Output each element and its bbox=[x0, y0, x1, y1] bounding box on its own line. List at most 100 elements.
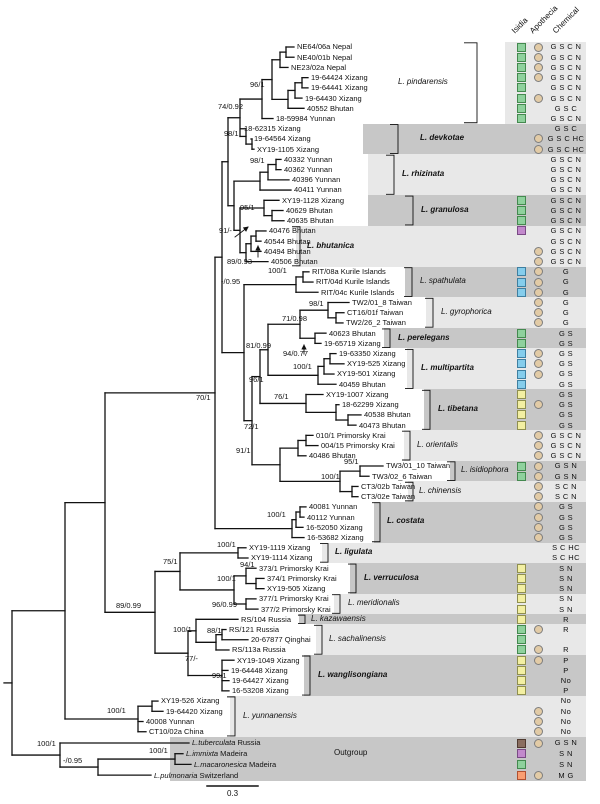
species-label: L. spathulata bbox=[420, 276, 466, 285]
taxon-label: 19-64441 Xizang bbox=[311, 83, 368, 93]
species-bracket bbox=[292, 226, 301, 267]
taxon-label: 40486 Bhutan bbox=[309, 451, 356, 461]
isidia-marker bbox=[516, 461, 526, 471]
species-label: L. gyrophorica bbox=[441, 307, 492, 316]
support-value: 99/1 bbox=[212, 671, 227, 680]
isidia-marker bbox=[516, 676, 526, 686]
species-band bbox=[404, 430, 586, 461]
species-bracket bbox=[422, 389, 431, 430]
apothecia-marker bbox=[533, 451, 543, 461]
support-value: 94/0.77 bbox=[283, 349, 309, 358]
chemical-code: G S bbox=[558, 328, 574, 338]
support-value: 98/1 bbox=[224, 129, 239, 138]
species-label: L. devkotae bbox=[420, 133, 465, 142]
chemical-code: G S C N bbox=[550, 62, 582, 72]
isidia-marker bbox=[516, 359, 526, 369]
species-band bbox=[368, 154, 586, 196]
apothecia-marker bbox=[533, 42, 543, 52]
species-label: L. wanglisongiana bbox=[318, 670, 388, 679]
taxon-label: 18-62299 Xizang bbox=[342, 400, 399, 410]
chemical-code: G bbox=[562, 308, 570, 318]
apothecia-marker bbox=[533, 246, 543, 256]
chemical-code: No bbox=[560, 716, 572, 726]
taxon-label: CT10/02a China bbox=[149, 727, 204, 737]
species-band bbox=[374, 501, 586, 543]
species-bracket bbox=[425, 297, 434, 328]
chemical-code: G bbox=[562, 297, 570, 307]
chemical-code: G S C N bbox=[550, 226, 582, 236]
support-value: 71/0.98 bbox=[282, 314, 308, 323]
isidia-marker bbox=[516, 369, 526, 379]
species-label: L. perelegans bbox=[398, 333, 450, 342]
taxon-label: 40112 Yunnan bbox=[307, 512, 355, 522]
isidia-marker bbox=[516, 93, 526, 103]
taxon-label: 19-64430 Xizang bbox=[305, 93, 362, 103]
taxon-label: 004/15 Primorsky Krai bbox=[321, 440, 395, 450]
chemical-code: G S C N bbox=[550, 175, 582, 185]
isidia-marker bbox=[516, 73, 526, 83]
isidia-marker bbox=[516, 328, 526, 338]
support-value: 100/1 bbox=[173, 625, 192, 634]
taxon-label: 40362 Yunnan bbox=[284, 165, 333, 175]
taxon-label: 40494 Bhutan bbox=[264, 246, 311, 256]
apothecia-marker bbox=[533, 533, 543, 543]
species-label: L. multipartita bbox=[421, 363, 474, 372]
species-label: L. isidiophora bbox=[461, 465, 509, 474]
isidia-marker bbox=[516, 103, 526, 113]
apothecia-marker bbox=[533, 522, 543, 532]
species-bracket bbox=[390, 124, 399, 154]
chemical-code: S N bbox=[559, 594, 573, 604]
species-bracket bbox=[405, 348, 414, 389]
isidia-marker bbox=[516, 584, 526, 594]
species-label: L. yunnanensis bbox=[243, 711, 297, 720]
support-value: 89/0.99 bbox=[116, 601, 142, 610]
isidia-marker bbox=[516, 277, 526, 287]
taxon-label: 40506 Bhutan bbox=[271, 257, 318, 267]
taxon-label: TW3/01_10 Taiwan bbox=[386, 461, 451, 471]
chemical-code: G S C N bbox=[550, 83, 582, 93]
support-value: -/0.95 bbox=[63, 756, 83, 765]
chemical-code: G S bbox=[558, 400, 574, 410]
taxon-label: 19-63350 Xizang bbox=[339, 349, 396, 358]
isidia-marker bbox=[516, 645, 526, 655]
apothecia-marker bbox=[533, 727, 543, 737]
taxon-label: 40411 Yunnan bbox=[294, 185, 342, 195]
taxon-label: 40544 Bhutan bbox=[264, 236, 311, 246]
taxon-label: 19-64564 Xizang bbox=[254, 134, 311, 144]
taxon-label: NE64/06a Nepal bbox=[297, 42, 353, 52]
taxon-label: 19-64448 Xizang bbox=[231, 665, 288, 675]
taxon-label: 19-64420 Xizang bbox=[166, 706, 223, 716]
taxon-label: CT16/01f Taiwan bbox=[347, 308, 404, 318]
support-value: 95/1 bbox=[240, 203, 255, 212]
isidia-marker bbox=[516, 563, 526, 573]
taxon-label: 40081 Yunnan bbox=[309, 502, 358, 512]
chemical-code: G S bbox=[558, 379, 574, 389]
isidia-marker bbox=[516, 195, 526, 205]
taxon-label: XY19-1119 Xizang bbox=[249, 543, 311, 553]
chemical-code: S C HC bbox=[552, 543, 580, 553]
taxon-label: RIT/04c Kurile Islands bbox=[321, 287, 395, 297]
species-bracket bbox=[405, 481, 414, 502]
taxon-label: XY19-1114 Xizang bbox=[251, 553, 313, 563]
isidia-marker bbox=[516, 206, 526, 216]
chemical-code: S C N bbox=[554, 481, 577, 491]
chemical-code: R bbox=[563, 614, 569, 624]
chemical-code: P bbox=[563, 686, 569, 696]
chemical-code: S N bbox=[559, 749, 573, 759]
chemical-code: G S C bbox=[554, 103, 578, 113]
chemical-code: S N bbox=[559, 759, 573, 769]
chemical-code: S C HC bbox=[552, 553, 580, 563]
taxon-label: XY19-1007 Xizang bbox=[326, 389, 389, 399]
chemical-code: G S N bbox=[554, 471, 578, 481]
chemical-code: G S C N bbox=[550, 42, 582, 52]
species-band bbox=[368, 195, 586, 226]
species-band bbox=[230, 695, 586, 737]
species-label: L. chinensis bbox=[419, 486, 462, 495]
chemical-code: G S C N bbox=[550, 195, 582, 205]
taxon-label: L.immixta Madeira bbox=[186, 749, 248, 759]
taxon-label: 16-53208 Xizang bbox=[232, 686, 289, 696]
support-value: 95/1 bbox=[344, 457, 359, 466]
taxon-label: 16-52050 Xizang bbox=[306, 522, 363, 532]
isidia-marker bbox=[516, 62, 526, 72]
taxon-label: XY19-501 Xizang bbox=[337, 369, 396, 379]
